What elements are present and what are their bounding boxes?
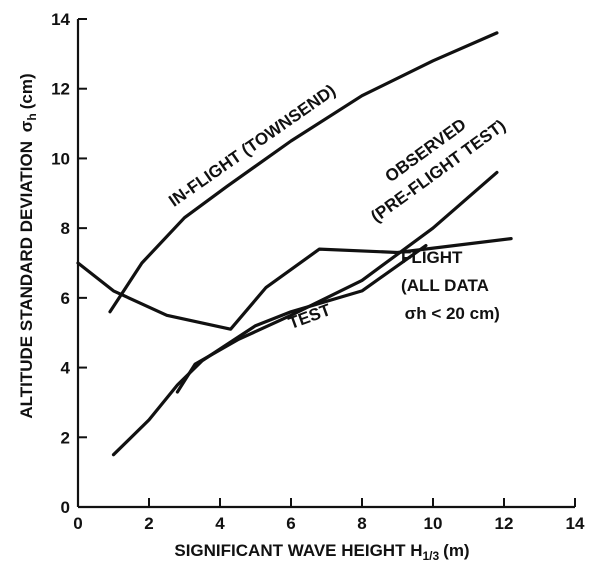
series-line-test bbox=[111, 244, 428, 457]
y-tick-label: 2 bbox=[61, 428, 70, 447]
annotation-all_data: (ALL DATA bbox=[401, 276, 489, 295]
x-axis-title-subscript: 1/3 bbox=[422, 549, 439, 562]
annotation-sigma_cond: σh < 20 cm) bbox=[405, 304, 500, 323]
x-axis-title-text: SIGNIFICANT WAVE HEIGHT bbox=[174, 541, 406, 560]
y-axis-title-subscript: h bbox=[25, 113, 39, 120]
y-axis-title-text: ALTITUDE STANDARD DEVIATION bbox=[17, 141, 36, 419]
y-tick-label: 6 bbox=[61, 289, 70, 308]
x-tick-label: 12 bbox=[495, 514, 514, 533]
annotation-inflight: IN-FLIGHT (TOWNSEND) bbox=[165, 81, 339, 211]
series-lines bbox=[76, 31, 513, 457]
series-line-flight bbox=[76, 237, 513, 331]
x-ticks: 0 2 4 6 8 10 12 14 bbox=[73, 498, 585, 533]
y-axis-title: ALTITUDE STANDARD DEVIATION σh (cm) bbox=[17, 73, 39, 418]
series-line-inflight bbox=[108, 31, 499, 314]
y-axis-title-symbol: σ bbox=[17, 120, 36, 132]
x-axis-title-unit: (m) bbox=[443, 541, 469, 560]
y-ticks: 0 2 4 6 8 10 12 14 bbox=[51, 10, 87, 517]
x-axis-title: SIGNIFICANT WAVE HEIGHT H1/3 (m) bbox=[174, 541, 469, 562]
x-tick-label: 10 bbox=[424, 514, 443, 533]
x-tick-label: 2 bbox=[144, 514, 153, 533]
x-tick-label: 4 bbox=[215, 514, 225, 533]
x-tick-label: 14 bbox=[566, 514, 585, 533]
y-tick-label: 12 bbox=[51, 80, 70, 99]
y-tick-label: 4 bbox=[61, 359, 71, 378]
x-tick-label: 8 bbox=[357, 514, 366, 533]
y-axis-title-unit: (cm) bbox=[17, 73, 36, 109]
y-tick-label: 0 bbox=[61, 498, 70, 517]
y-tick-label: 10 bbox=[51, 149, 70, 168]
annotation-flight: FLIGHT bbox=[401, 248, 463, 267]
x-tick-label: 6 bbox=[286, 514, 295, 533]
y-tick-label: 14 bbox=[51, 10, 70, 29]
series-line-preflight bbox=[175, 170, 499, 394]
x-tick-label: 0 bbox=[73, 514, 82, 533]
y-tick-label: 8 bbox=[61, 219, 70, 238]
x-axis-title-symbol: H bbox=[410, 541, 422, 560]
